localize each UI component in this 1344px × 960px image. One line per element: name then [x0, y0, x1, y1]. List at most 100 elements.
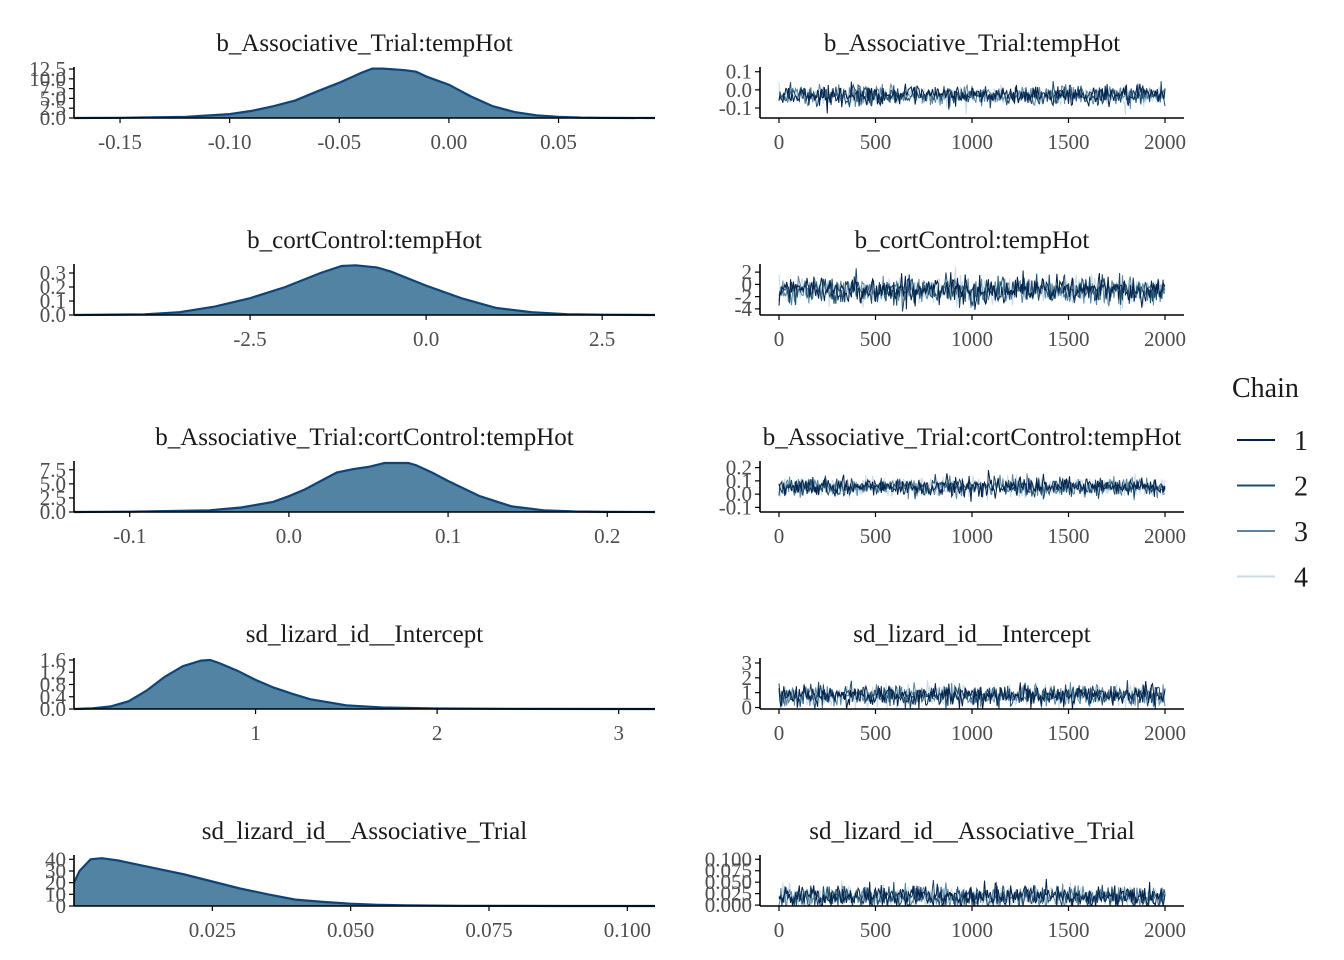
- x-tick-label: 0.100: [604, 918, 651, 942]
- x-tick-label: 0: [774, 130, 785, 154]
- y-tick-label: 10: [45, 882, 66, 906]
- y-tick-label: 2.5: [40, 486, 66, 510]
- y-tick-label: 0.0: [726, 482, 752, 506]
- trace-panel: b_Associative_Trial:cortControl:tempHot 0…: [719, 424, 1186, 548]
- y-tick-label: 0.4: [40, 685, 67, 709]
- x-tick-label: 3: [613, 721, 624, 745]
- x-tick-label: 0.050: [327, 918, 374, 942]
- density-area: [74, 660, 655, 709]
- x-tick-label: 2000: [1144, 918, 1186, 942]
- y-tick-label: 0.0: [40, 500, 66, 524]
- x-tick-label: 0: [774, 918, 785, 942]
- y-tick-label: 0: [742, 272, 753, 296]
- x-tick-label: 1500: [1048, 327, 1090, 351]
- y-tick-label: 0.000: [705, 893, 752, 917]
- trace-title: b_cortControl:tempHot: [855, 227, 1090, 254]
- x-tick-label: 500: [860, 918, 892, 942]
- x-tick-label: 1000: [951, 130, 993, 154]
- y-tick-label: 0.0: [726, 78, 752, 102]
- density-curve: [73, 658, 656, 711]
- y-tick-label: 0.0: [40, 303, 66, 327]
- y-tick-label: -4: [735, 297, 753, 321]
- density-title: sd_lizard_id__Associative_Trial: [202, 818, 527, 845]
- y-tick-label: 20: [45, 871, 66, 895]
- x-tick-label: 1500: [1048, 130, 1090, 154]
- x-tick-label: 1500: [1048, 918, 1090, 942]
- y-tick-label: 1.6: [40, 648, 66, 672]
- y-tick-label: 0.3: [40, 261, 66, 285]
- legend-label: 3: [1294, 517, 1308, 548]
- density-area: [74, 68, 655, 118]
- legend-title: Chain: [1232, 373, 1299, 404]
- y-tick-label: 0: [742, 696, 753, 720]
- trace-title: b_Associative_Trial:tempHot: [824, 30, 1120, 57]
- y-tick-label: 0.100: [705, 847, 752, 871]
- y-tick-label: 12.5: [29, 57, 66, 81]
- y-tick-label: -2: [735, 285, 753, 309]
- trace-title: sd_lizard_id__Intercept: [853, 621, 1090, 648]
- trace-title: b_Associative_Trial:cortControl:tempHot: [763, 424, 1182, 451]
- x-tick-label: 1500: [1048, 721, 1090, 745]
- trace-line-chain-1: [778, 681, 1166, 709]
- y-tick-label: 1: [742, 681, 753, 705]
- x-tick-label: 0: [774, 327, 785, 351]
- y-tick-label: 0.2: [726, 456, 752, 480]
- x-tick-label: 0.025: [189, 918, 236, 942]
- y-tick-label: 30: [45, 859, 66, 883]
- x-tick-label: 0.2: [594, 524, 620, 548]
- x-tick-label: -0.05: [317, 130, 361, 154]
- chain-legend: Chain 1 2 3 4: [1232, 373, 1308, 594]
- trace-panel: b_Associative_Trial:tempHot 0 500 1000 1500 2…: [719, 30, 1186, 154]
- y-tick-label: 10.0: [29, 67, 66, 91]
- x-tick-label: -0.10: [208, 130, 252, 154]
- density-panel: b_cortControl:tempHot-2.5 0.0 2.50.00.10.2…: [40, 227, 656, 351]
- y-tick-label: 0.1: [40, 289, 66, 313]
- x-tick-label: 2.5: [589, 327, 615, 351]
- trace-line-chain-4: [778, 473, 1166, 501]
- x-tick-label: 500: [860, 524, 892, 548]
- trace-line-chain-3: [778, 275, 1166, 308]
- y-tick-label: 0.8: [40, 673, 66, 697]
- x-tick-label: 0: [774, 721, 785, 745]
- x-tick-label: 0.1: [435, 524, 461, 548]
- x-tick-label: 2000: [1144, 327, 1186, 351]
- x-tick-label: 0.075: [465, 918, 512, 942]
- x-tick-label: 500: [860, 721, 892, 745]
- density-title: b_Associative_Trial:tempHot: [216, 30, 512, 57]
- x-tick-label: 1500: [1048, 524, 1090, 548]
- x-tick-label: 1000: [951, 721, 993, 745]
- trace-title: sd_lizard_id__Associative_Trial: [809, 818, 1134, 845]
- trace-line-chain-1: [778, 878, 1166, 906]
- density-area: [74, 463, 655, 512]
- y-tick-label: 2.5: [40, 96, 66, 120]
- x-tick-label: 2000: [1144, 721, 1186, 745]
- x-tick-label: -0.15: [98, 130, 142, 154]
- x-tick-label: 0.0: [276, 524, 302, 548]
- y-tick-label: 0.0: [40, 106, 66, 130]
- x-tick-label: 0.0: [413, 327, 439, 351]
- density-panel: b_Associative_Trial:tempHot -0.15 -0.10 -0.…: [29, 30, 656, 154]
- x-tick-label: 1: [250, 721, 261, 745]
- density-curve: [73, 67, 656, 120]
- legend-label: 4: [1294, 563, 1308, 594]
- x-tick-label: 500: [860, 130, 892, 154]
- legend-label: 2: [1294, 472, 1308, 503]
- y-tick-label: 2: [742, 260, 753, 284]
- trace-line-chain-1: [778, 81, 1166, 114]
- y-tick-label: 5.0: [40, 86, 66, 110]
- y-tick-label: 7.5: [40, 77, 66, 101]
- density-panel: sd_lizard_id__Intercept 1 2 3 0.00.40.81.21.…: [40, 621, 656, 745]
- y-tick-label: 5.0: [40, 472, 66, 496]
- density-title: b_Associative_Trial:cortControl:tempHot: [155, 424, 574, 451]
- x-tick-label: 0: [774, 524, 785, 548]
- density-title: b_cortControl:tempHot: [247, 227, 482, 254]
- y-tick-label: 0.050: [705, 870, 752, 894]
- trace-panel: sd_lizard_id__Intercept 0 500 1000 1500 2000 0…: [742, 621, 1187, 745]
- x-tick-label: -0.1: [113, 524, 146, 548]
- panel-row: b_Associative_Trial:cortControl:tempHot -…: [40, 424, 1186, 548]
- x-tick-label: 1000: [951, 524, 993, 548]
- trace-line-chain-2: [778, 680, 1166, 709]
- x-tick-label: 0.05: [540, 130, 577, 154]
